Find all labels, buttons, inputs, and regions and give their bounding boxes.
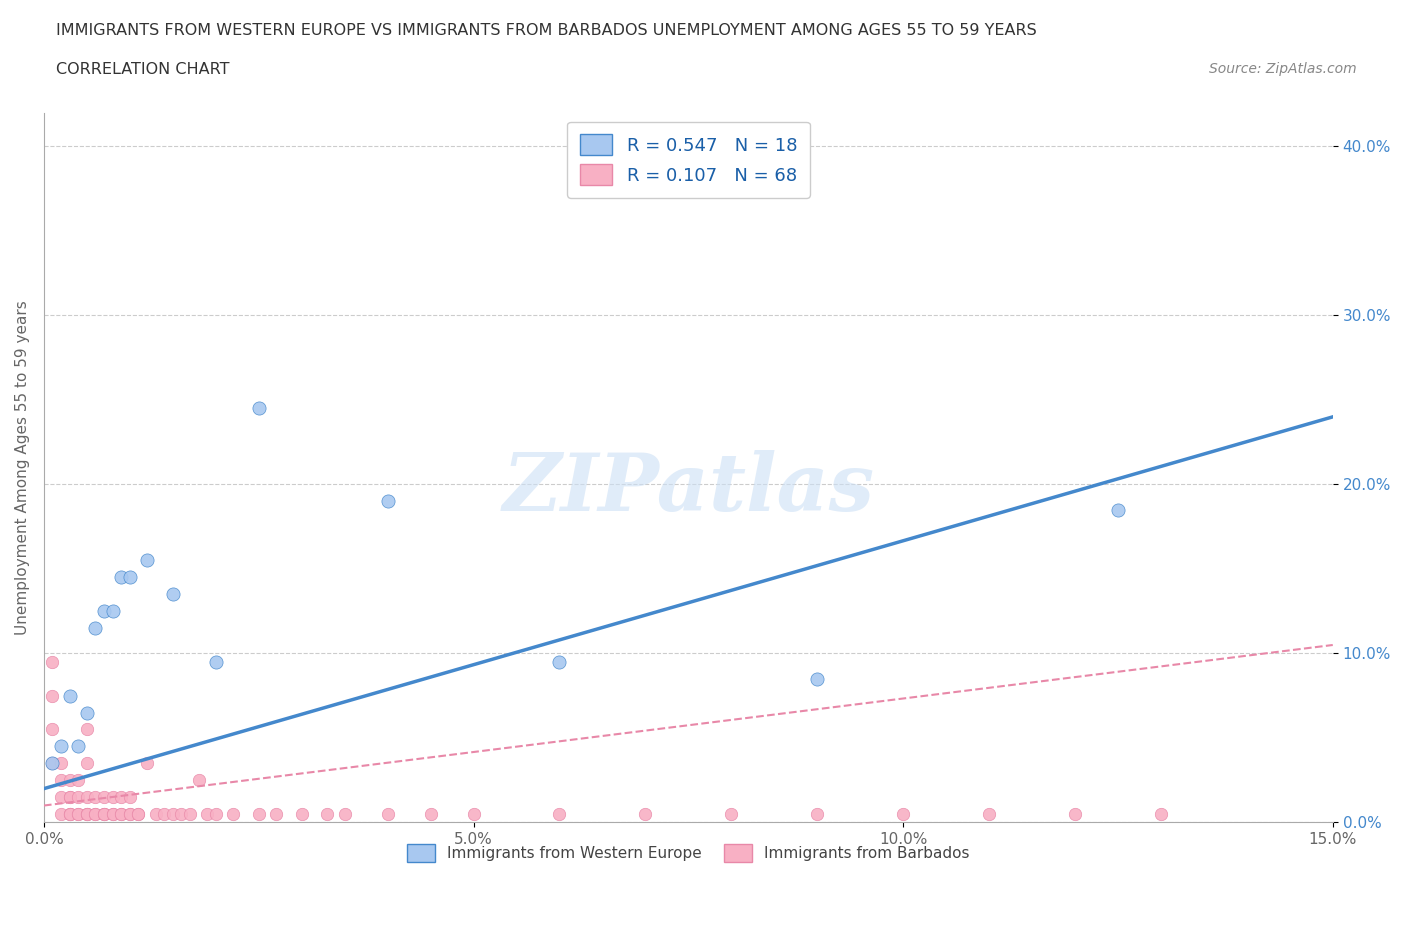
Point	[67, 806, 90, 821]
Point	[118, 570, 141, 585]
Point	[41, 688, 63, 703]
Point	[118, 806, 141, 821]
Point	[49, 806, 72, 821]
Point	[806, 671, 828, 686]
Point	[136, 756, 159, 771]
Point	[101, 790, 124, 804]
Point	[548, 655, 571, 670]
Point	[49, 773, 72, 788]
Point	[316, 806, 339, 821]
Point	[49, 756, 72, 771]
Point	[806, 806, 828, 821]
Point	[145, 806, 167, 821]
Point	[41, 655, 63, 670]
Point	[162, 806, 184, 821]
Point	[247, 806, 270, 821]
Point	[110, 790, 132, 804]
Text: Source: ZipAtlas.com: Source: ZipAtlas.com	[1209, 62, 1357, 76]
Point	[170, 806, 193, 821]
Point	[76, 806, 98, 821]
Point	[76, 722, 98, 737]
Point	[84, 620, 107, 635]
Point	[49, 739, 72, 754]
Point	[41, 756, 63, 771]
Point	[67, 790, 90, 804]
Point	[118, 806, 141, 821]
Point	[204, 655, 226, 670]
Point	[76, 705, 98, 720]
Point	[76, 806, 98, 821]
Point	[110, 806, 132, 821]
Point	[463, 806, 485, 821]
Point	[264, 806, 287, 821]
Point	[1064, 806, 1087, 821]
Point	[634, 806, 657, 821]
Point	[93, 806, 115, 821]
Point	[59, 773, 82, 788]
Point	[59, 790, 82, 804]
Point	[93, 790, 115, 804]
Point	[59, 790, 82, 804]
Point	[59, 688, 82, 703]
Point	[93, 806, 115, 821]
Point	[1150, 806, 1173, 821]
Point	[222, 806, 245, 821]
Point	[377, 806, 399, 821]
Legend: Immigrants from Western Europe, Immigrants from Barbados: Immigrants from Western Europe, Immigran…	[401, 838, 976, 868]
Point	[247, 401, 270, 416]
Point	[59, 806, 82, 821]
Point	[118, 790, 141, 804]
Point	[548, 806, 571, 821]
Point	[1107, 502, 1129, 517]
Point	[195, 806, 218, 821]
Point	[101, 806, 124, 821]
Point	[67, 806, 90, 821]
Y-axis label: Unemployment Among Ages 55 to 59 years: Unemployment Among Ages 55 to 59 years	[15, 300, 30, 635]
Point	[84, 790, 107, 804]
Point	[76, 790, 98, 804]
Point	[59, 806, 82, 821]
Point	[204, 806, 226, 821]
Point	[84, 806, 107, 821]
Point	[67, 773, 90, 788]
Point	[187, 773, 209, 788]
Text: IMMIGRANTS FROM WESTERN EUROPE VS IMMIGRANTS FROM BARBADOS UNEMPLOYMENT AMONG AG: IMMIGRANTS FROM WESTERN EUROPE VS IMMIGR…	[56, 23, 1038, 38]
Point	[179, 806, 201, 821]
Point	[76, 806, 98, 821]
Point	[49, 790, 72, 804]
Point	[93, 806, 115, 821]
Point	[162, 587, 184, 602]
Point	[153, 806, 176, 821]
Point	[41, 722, 63, 737]
Point	[891, 806, 914, 821]
Point	[977, 806, 1000, 821]
Point	[101, 806, 124, 821]
Text: ZIPatlas: ZIPatlas	[502, 450, 875, 527]
Point	[67, 739, 90, 754]
Point	[419, 806, 441, 821]
Point	[291, 806, 314, 821]
Point	[84, 806, 107, 821]
Point	[127, 806, 149, 821]
Point	[59, 806, 82, 821]
Point	[720, 806, 742, 821]
Point	[127, 806, 149, 821]
Point	[377, 494, 399, 509]
Point	[110, 570, 132, 585]
Point	[41, 756, 63, 771]
Point	[76, 756, 98, 771]
Point	[333, 806, 356, 821]
Point	[101, 604, 124, 618]
Point	[93, 604, 115, 618]
Point	[136, 553, 159, 568]
Text: CORRELATION CHART: CORRELATION CHART	[56, 62, 229, 77]
Point	[110, 806, 132, 821]
